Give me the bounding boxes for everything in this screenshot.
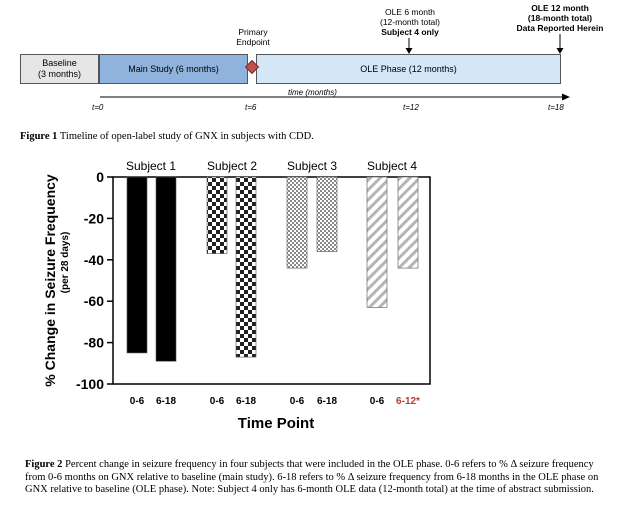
figure1-caption: Figure 1 Timeline of open-label study of… [20, 131, 620, 144]
y-tick-label: 0 [96, 169, 104, 185]
bar-3 [206, 176, 228, 254]
x-tick-label: 6-18 [156, 396, 176, 407]
figure2-caption: Figure 2 Percent change in seizure frequ… [25, 459, 615, 497]
x-tick-label: 6-18 [317, 396, 337, 407]
x-tick-label: 0-6 [130, 396, 145, 407]
figure1-text: Timeline of open-label study of GNX in s… [57, 131, 314, 142]
y-tick-label: -60 [84, 293, 104, 309]
bar-1 [126, 176, 148, 354]
x-tick-label: 0-6 [290, 396, 305, 407]
baseline-segment: Baseline (3 months) [20, 54, 99, 84]
ole12-label: OLE 12 month (18-month total) Data Repor… [505, 3, 615, 33]
ole-phase-segment: OLE Phase (12 months) [256, 54, 561, 84]
y-axis-sublabel: (per 28 days) [60, 232, 71, 294]
tick-t6: t=6 [245, 103, 257, 112]
bar-7 [366, 176, 388, 308]
x-tick-label: 6-18 [236, 396, 256, 407]
ole6-line1: OLE 6 month [384, 7, 436, 17]
bar-5 [286, 176, 308, 269]
y-axis-label: % Change in Seizure Frequency [42, 174, 58, 387]
x-tick-label: 0-6 [370, 396, 385, 407]
ole6-line2: (12-month total) [380, 17, 440, 27]
main-study-segment: Main Study (6 months) [99, 54, 248, 84]
tick-t0: t=0 [92, 103, 104, 112]
bar-2 [155, 176, 177, 362]
bar-4 [235, 176, 257, 358]
bar-chart: 0 -20 -40 -60 -80 -100 0-6 6-18 0-6 6-18 0-6 6-18 0-… [42, 159, 431, 432]
subject-label: Subject 1 [126, 159, 176, 173]
time-axis-label: time (months) [288, 88, 337, 97]
figure2-label: Figure 2 [25, 459, 63, 470]
ole6-line3: Subject 4 only [381, 27, 439, 37]
y-tick-label: -80 [84, 335, 104, 351]
ole12-line1: OLE 12 month [531, 3, 589, 13]
subject-label: Subject 2 [207, 159, 257, 173]
tick-t12: t=12 [403, 103, 419, 112]
x-axis-label: Time Point [238, 415, 314, 432]
y-tick-label: -20 [84, 210, 104, 226]
plot-frame [112, 176, 431, 385]
x-tick-label: 6-12* [396, 396, 420, 407]
tick-t18: t=18 [548, 103, 564, 112]
time-axis-arrow [100, 93, 570, 101]
subject-label: Subject 4 [367, 159, 417, 173]
ole12-line3: Data Reported Herein [516, 23, 604, 33]
primary-endpoint-label: Primary Endpoint [236, 27, 270, 47]
figure1-label: Figure 1 [20, 131, 58, 142]
ole12-line2: (18-month total) [527, 13, 593, 23]
figure2-text: Percent change in seizure frequency in f… [25, 459, 599, 495]
ole6-label: OLE 6 month (12-month total) Subject 4 o… [355, 7, 465, 37]
bar-8 [397, 176, 419, 269]
x-tick-label: 0-6 [210, 396, 225, 407]
y-tick-label: -40 [84, 252, 104, 268]
ole12-arrow-icon [556, 34, 564, 54]
bar-6 [316, 176, 338, 252]
subject-label: Subject 3 [287, 159, 337, 173]
y-tick-label: -100 [76, 376, 104, 392]
ole6-arrow-icon [405, 38, 413, 54]
